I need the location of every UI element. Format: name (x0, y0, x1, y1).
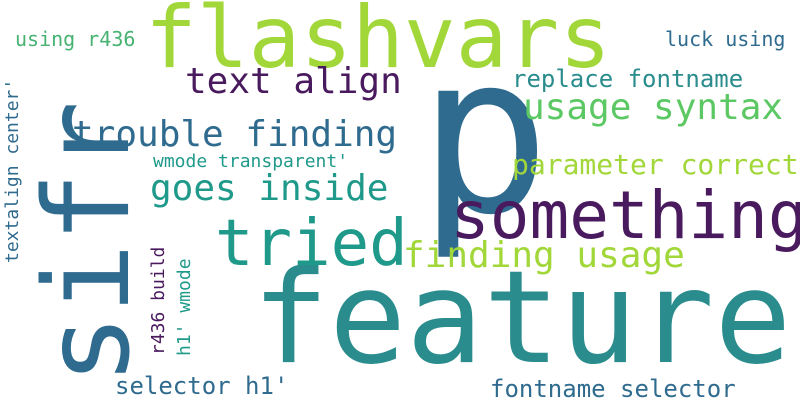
word-feature: feature (252, 244, 792, 393)
word-parameter-correct: parameter correct (512, 148, 799, 181)
word-p: p (418, 7, 551, 263)
word-h1-wmode: h1' wmode (174, 258, 195, 356)
word-goes-inside: goes inside (150, 168, 389, 209)
word-text-align: text align (185, 61, 402, 102)
word-r436-build: r436 build (148, 246, 169, 355)
word-textalign-center: textalign center' (2, 78, 23, 263)
word-luck-using: luck using (665, 27, 786, 51)
word-something: something (450, 177, 800, 254)
word-using-r436: using r436 (15, 27, 136, 51)
word-wmode-transparent: wmode transparent' (153, 151, 349, 172)
word-fontname-selector: fontname selector (490, 375, 736, 400)
word-flashvars: flashvars (145, 0, 611, 88)
word-tried: tried (215, 207, 408, 281)
word-usage-syntax: usage syntax (523, 87, 784, 128)
word-replace-fontname: replace fontname (512, 65, 744, 93)
word-selector-h1: selector h1' (115, 372, 289, 400)
word-trouble-finding: trouble finding (72, 114, 398, 155)
word-finding-usage: finding usage (403, 235, 685, 276)
